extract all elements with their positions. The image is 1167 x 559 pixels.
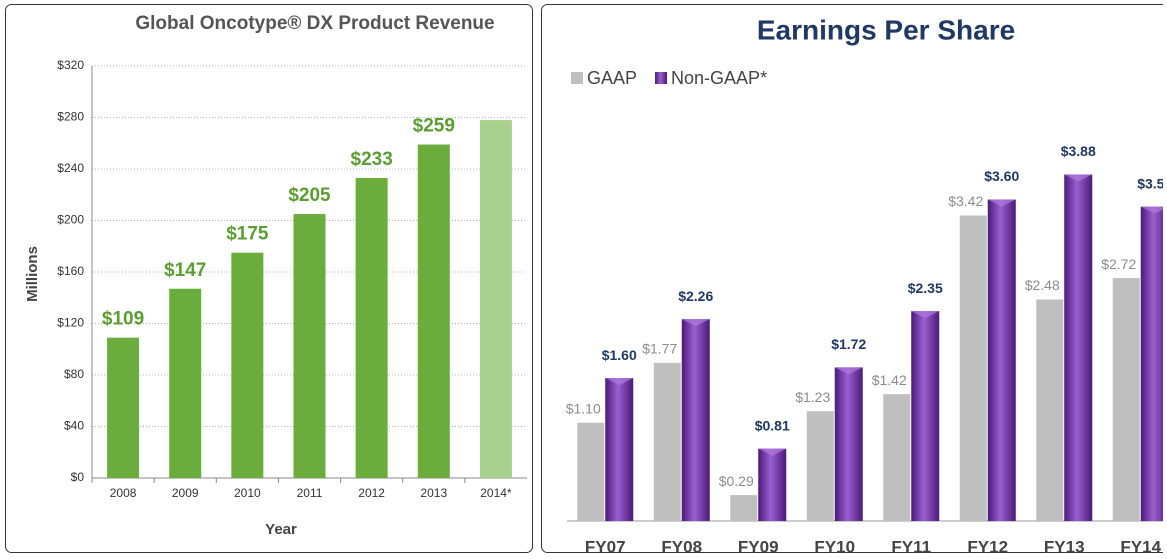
value-label: $205 <box>288 185 331 206</box>
bar-cap <box>1140 206 1163 214</box>
value-label: $3.42 <box>948 193 983 209</box>
value-label: $259 <box>413 116 455 137</box>
x-tick-label: 2010 <box>234 486 261 500</box>
value-label: $2.48 <box>1025 277 1060 293</box>
value-label: $109 <box>102 309 144 330</box>
value-label: $3.60 <box>984 168 1019 184</box>
legend-label: Non-GAAP* <box>671 68 767 88</box>
x-tick-label: 2012 <box>358 486 385 500</box>
revenue-chart: Global Oncotype® DX Product Revenue Year… <box>5 4 533 553</box>
bar-cap <box>758 448 787 456</box>
y-tick-label: $280 <box>57 110 84 124</box>
value-label: $1.42 <box>872 372 907 388</box>
value-label: $3.52 <box>1137 175 1163 191</box>
y-tick-label: $0 <box>71 470 85 484</box>
bar <box>806 411 834 521</box>
bar <box>653 362 681 521</box>
bar <box>107 337 140 478</box>
bar <box>417 144 450 478</box>
bar <box>834 367 863 521</box>
bar <box>987 199 1016 522</box>
y-tick-label: $80 <box>64 367 84 381</box>
y-tick-label: $120 <box>57 316 84 330</box>
bar <box>1140 206 1163 521</box>
y-tick-label: $320 <box>57 58 84 72</box>
x-tick-label: FY07 <box>585 537 626 553</box>
value-label: $175 <box>226 224 269 245</box>
x-axis-label: Year <box>265 521 297 538</box>
chart-title: Earnings Per Share <box>757 14 1015 45</box>
y-tick-label: $240 <box>57 161 84 175</box>
x-tick-label: FY10 <box>814 537 855 553</box>
x-tick-label: FY09 <box>738 537 779 553</box>
x-tick-label: FY11 <box>891 537 931 553</box>
value-label: $1.72 <box>831 336 866 352</box>
value-label: $2.26 <box>678 288 713 304</box>
value-label: $147 <box>164 260 206 281</box>
x-tick-label: 2008 <box>110 486 137 500</box>
bar <box>1064 174 1093 522</box>
value-label: $1.10 <box>566 400 601 416</box>
y-tick-label: $40 <box>64 419 84 433</box>
y-tick-label: $200 <box>57 213 84 227</box>
panel-border <box>5 4 533 553</box>
bar <box>231 252 264 478</box>
bar <box>355 178 388 478</box>
value-label: $3.88 <box>1061 143 1096 159</box>
value-label: $1.77 <box>642 341 677 357</box>
value-label: $2.35 <box>908 280 943 296</box>
bar <box>605 378 634 521</box>
x-tick-label: FY13 <box>1044 537 1085 553</box>
x-tick-label: FY08 <box>661 537 702 553</box>
bar <box>730 495 758 521</box>
bar <box>959 215 987 522</box>
eps-chart: Earnings Per Share GAAP Non-GAAP* FY07 $1.1… <box>541 4 1163 553</box>
value-label: $1.60 <box>602 347 637 363</box>
x-tick-label: 2009 <box>172 486 199 500</box>
x-tick-label: 2013 <box>420 486 447 500</box>
bar <box>479 120 512 478</box>
bar-cap <box>987 199 1016 207</box>
bar <box>1036 299 1064 521</box>
legend-swatch <box>571 72 583 84</box>
y-axis-label: Millions <box>24 246 41 302</box>
value-label: $233 <box>351 149 393 170</box>
bar-cap <box>1064 174 1093 182</box>
bar-cap <box>911 311 940 319</box>
bar-cap <box>605 378 634 386</box>
bar <box>758 448 787 521</box>
bar-cap <box>681 319 710 327</box>
x-tick-label: FY14 <box>1120 537 1161 553</box>
bar <box>911 311 940 521</box>
value-label: $0.29 <box>719 473 754 489</box>
legend-label: GAAP <box>587 68 637 88</box>
legend-swatch <box>655 72 668 84</box>
x-tick-label: FY12 <box>967 537 1008 553</box>
bar <box>293 214 326 478</box>
bar <box>1112 278 1140 521</box>
x-tick-label: 2011 <box>297 486 323 500</box>
bar <box>883 394 911 521</box>
bar <box>169 288 202 478</box>
bar-cap <box>834 367 863 375</box>
chart-title: Global Oncotype® DX Product Revenue <box>135 13 494 34</box>
value-label: $2.72 <box>1101 256 1136 272</box>
x-tick-label: 2014* <box>480 486 512 500</box>
value-label: $1.23 <box>795 389 830 405</box>
y-tick-label: $160 <box>57 264 84 278</box>
bar <box>577 422 605 521</box>
value-label: $0.81 <box>755 417 790 433</box>
bar <box>681 319 710 521</box>
